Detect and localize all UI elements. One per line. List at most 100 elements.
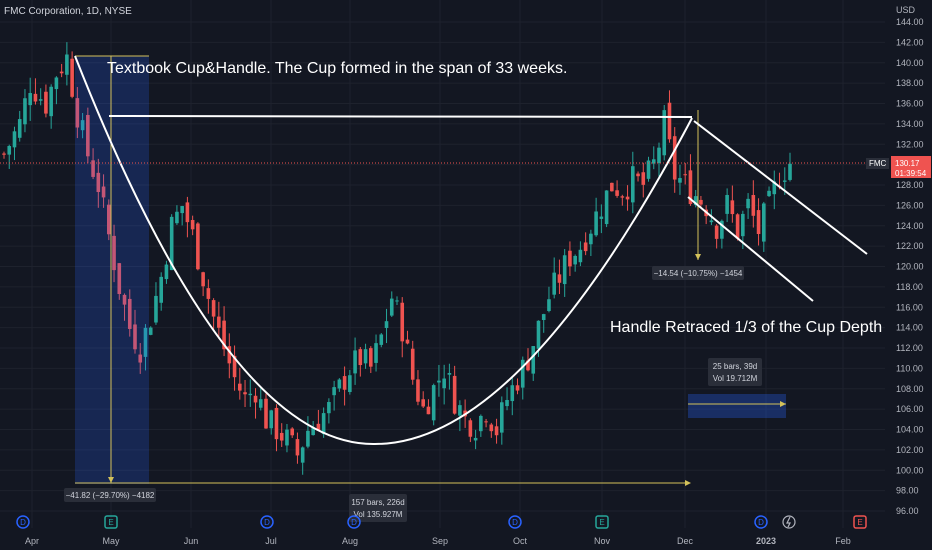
candle-body [505, 400, 509, 407]
candle-body [510, 385, 515, 402]
candle-body [185, 202, 190, 223]
svg-text:25 bars, 39d: 25 bars, 39d [713, 362, 757, 371]
candle-body [735, 214, 740, 239]
candle-body [311, 427, 315, 436]
price-tick-label: 134.00 [896, 119, 924, 129]
candle-body [641, 172, 646, 185]
candle-body [2, 153, 6, 155]
candle-body [59, 71, 64, 74]
candle-body [75, 98, 80, 128]
candle-body [327, 402, 331, 414]
candle-body [91, 160, 95, 177]
candle-body [23, 98, 27, 125]
candle-body [447, 373, 452, 375]
price-tick-label: 98.00 [896, 486, 919, 496]
event-marker-label: D [264, 518, 270, 527]
price-tick-label: 136.00 [896, 99, 924, 109]
price-tick-label: 132.00 [896, 139, 924, 149]
candle-body [217, 316, 221, 328]
price-tick-label: 138.00 [896, 78, 924, 88]
price-tick-label: 116.00 [896, 302, 923, 312]
event-marker-label: E [857, 518, 862, 527]
time-tick-label: Oct [513, 536, 528, 546]
price-tick-label: 108.00 [896, 384, 924, 394]
candle-body [232, 355, 237, 378]
candle-body [662, 110, 667, 156]
price-tick-label: 140.00 [896, 58, 924, 68]
candle-body [154, 295, 158, 323]
candle-body [44, 91, 48, 114]
svg-text:−41.82 (−29.70%) −4182: −41.82 (−29.70%) −4182 [66, 491, 155, 500]
price-tick-label: 122.00 [896, 241, 924, 251]
candle-body [599, 216, 604, 219]
event-marker[interactable]: D [347, 515, 361, 529]
price-tick-label: 118.00 [896, 282, 923, 292]
candle-body [348, 375, 352, 392]
candle-body [107, 204, 111, 235]
price-tick-label: 114.00 [896, 323, 923, 333]
lightning-icon[interactable] [782, 515, 796, 529]
candle-body [101, 186, 106, 198]
event-marker[interactable]: E [853, 515, 867, 529]
candle-body [583, 242, 588, 252]
candle-body [264, 398, 268, 429]
candle-body [17, 119, 22, 138]
candle-body [431, 385, 436, 421]
event-marker-label: E [108, 518, 113, 527]
event-marker[interactable]: D [16, 515, 30, 529]
candle-body [342, 376, 347, 390]
candle-body [568, 250, 572, 267]
candle-body [489, 424, 494, 432]
candle-body [138, 354, 143, 363]
event-marker[interactable]: D [754, 515, 768, 529]
candle-body [290, 428, 294, 436]
candle-body [258, 399, 263, 408]
candle-body [12, 131, 17, 148]
candle-body [117, 263, 122, 295]
candle-body [337, 379, 342, 389]
event-marker[interactable]: D [260, 515, 274, 529]
candle-body [788, 163, 792, 180]
time-axis[interactable]: Apr May Jun Jul Aug Sep Oct Nov Dec 2023 Feb [25, 536, 851, 546]
price-tick-label: 142.00 [896, 37, 924, 47]
candle-body [379, 334, 384, 345]
candle-body [358, 349, 363, 366]
candle-body [526, 360, 530, 371]
handle-depth-arrow [695, 254, 701, 260]
candle-body [384, 321, 389, 328]
candle-body [531, 346, 536, 374]
candle-body [86, 114, 90, 157]
event-marker[interactable]: E [595, 515, 609, 529]
candle-series [2, 42, 792, 475]
time-tick-label: May [102, 536, 120, 546]
price-tick-label: 110.00 [896, 363, 923, 373]
candle-body [306, 430, 310, 447]
time-tick-label: Aug [342, 536, 358, 546]
candle-body [300, 447, 305, 463]
candle-body [552, 272, 556, 295]
svg-text:Vol 135.927M: Vol 135.927M [354, 510, 403, 519]
candle-body [159, 276, 163, 303]
candle-body [594, 211, 598, 236]
handle-range-highlight [688, 394, 786, 418]
cup-depth-arrow [108, 477, 114, 483]
candle-body [49, 86, 53, 117]
candle-body [148, 327, 153, 335]
candle-body [175, 211, 179, 224]
candle-body [28, 93, 32, 106]
candle-body [672, 136, 677, 180]
candle-body [190, 220, 195, 230]
price-tick-label: 104.00 [896, 425, 924, 435]
candle-body [468, 420, 473, 437]
event-marker[interactable]: E [104, 515, 118, 529]
candle-body [667, 102, 672, 140]
currency-label: USD [896, 5, 916, 15]
svg-text:Vol 19.712M: Vol 19.712M [713, 374, 758, 383]
candle-body [269, 410, 274, 429]
event-marker[interactable]: D [508, 515, 522, 529]
chart-grid [0, 0, 885, 528]
candle-body [484, 421, 488, 423]
candle-body [651, 159, 656, 164]
